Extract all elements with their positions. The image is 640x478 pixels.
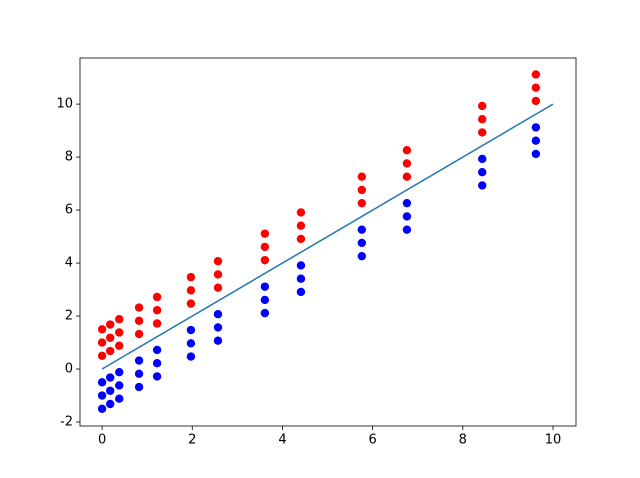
point [402,225,412,234]
point [106,399,115,409]
point [106,346,115,356]
point [106,373,115,382]
point [357,251,367,261]
point [134,329,144,339]
point [97,378,107,387]
point [260,295,270,305]
point [115,394,124,403]
point [357,172,367,181]
point [213,309,223,319]
point [260,242,270,252]
x-tick-label: 0 [98,433,106,448]
point [152,359,162,368]
point [106,386,115,395]
point [213,270,223,279]
point [97,391,107,400]
point [296,208,306,217]
point [97,325,107,334]
point [296,274,306,283]
point [115,368,124,377]
point [531,123,541,132]
y-tick-label: 4 [65,256,73,271]
point [478,115,487,124]
point [152,345,162,355]
point [115,328,124,337]
point [213,283,223,292]
point [296,234,306,244]
point [357,185,367,195]
point [478,154,487,164]
point [296,221,306,230]
point [152,319,162,328]
point [134,369,144,379]
point [186,299,196,308]
point [357,198,367,208]
point [97,351,107,360]
point [260,308,270,318]
point [296,261,306,270]
point [186,325,196,335]
point [531,136,541,145]
point [531,149,541,159]
point [106,320,115,329]
point [97,338,107,347]
point [152,292,162,302]
point [134,356,144,365]
point [478,101,487,111]
point [260,229,270,238]
point [134,382,144,392]
point [134,303,144,312]
point [478,167,487,177]
point [531,83,541,92]
point [357,238,367,248]
plot-frame [79,57,577,427]
line [101,103,554,370]
point [531,70,541,79]
y-tick-label: 0 [65,362,73,377]
x-tick-label: 8 [459,433,467,448]
point [152,372,162,381]
y-tick-label: 2 [65,309,73,324]
point [213,323,223,332]
point [186,352,196,361]
point [213,257,223,266]
point [531,96,541,106]
point [260,255,270,265]
point [186,339,196,348]
point [106,333,115,342]
point [402,198,412,208]
point [97,404,107,413]
point [213,336,223,345]
point [115,381,124,390]
x-tick-label: 10 [545,433,562,448]
point [260,282,270,291]
point [134,316,144,326]
point [402,145,412,155]
point [402,172,412,181]
point [402,212,412,221]
y-tick-label: 8 [65,150,73,165]
point [357,225,367,234]
point [296,287,306,297]
point [152,306,162,315]
point [478,181,487,190]
point [402,159,412,168]
point [115,315,124,324]
x-tick-label: 2 [188,433,196,448]
point [186,272,196,282]
point [478,128,487,137]
point [186,286,196,295]
y-tick-label: -2 [60,415,73,430]
y-tick-label: 6 [65,203,73,218]
point [115,341,124,350]
y-tick-label: 10 [56,97,73,112]
x-tick-label: 6 [368,433,376,448]
x-tick-label: 4 [278,433,286,448]
